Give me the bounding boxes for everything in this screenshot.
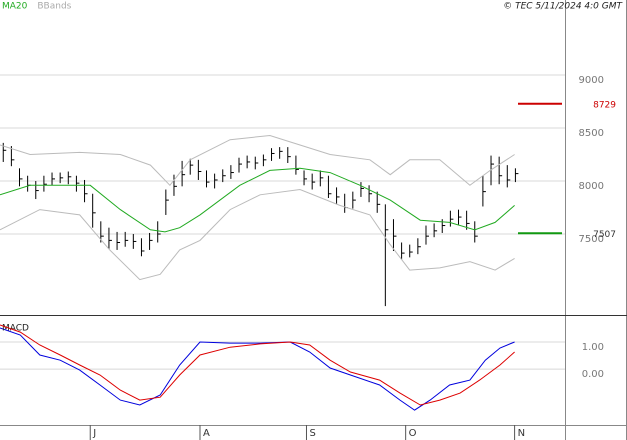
legend-entry: BBands (37, 2, 71, 12)
copyright: © TEC 5/11/2024 4:0 GMT (503, 2, 623, 12)
x-tick-label: J (92, 428, 96, 439)
y-tick-label: 8000 (579, 181, 604, 192)
level-label: 8729 (593, 100, 616, 110)
macd-line (0, 324, 515, 406)
overlay-line (0, 134, 515, 187)
legend-entry: MA20 (2, 2, 28, 12)
panel-label: MACD (2, 324, 29, 334)
y-tick-label: 0.00 (582, 369, 604, 380)
level-label: 7507 (593, 230, 616, 240)
x-tick-label: N (518, 428, 525, 439)
x-tick-label: O (409, 428, 417, 439)
x-tick-label: S (309, 428, 315, 439)
y-tick-label: 1.00 (582, 342, 604, 353)
y-tick-label: 7500 (579, 234, 604, 245)
y-tick-label: 9000 (579, 75, 604, 86)
x-tick-label: A (203, 428, 210, 439)
y-tick-label: 8500 (579, 128, 604, 139)
overlay-line (0, 188, 515, 281)
overlay-line (0, 167, 515, 233)
